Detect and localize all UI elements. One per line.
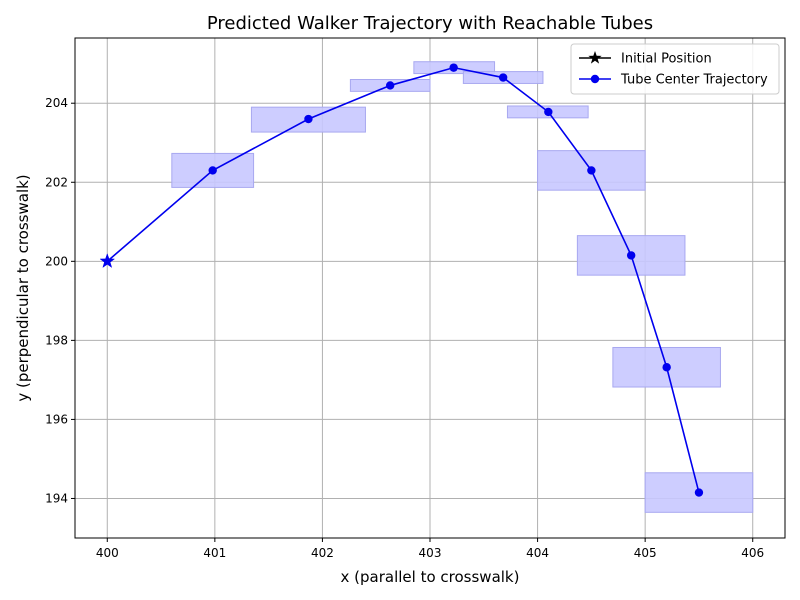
legend-label: Initial Position [621,52,712,67]
trajectory-point [498,73,508,82]
initial-position-marker [99,253,116,269]
y-tick-label: 202 [45,175,68,189]
x-tick-label: 405 [634,546,657,560]
x-tick-label: 404 [526,546,549,560]
y-tick-label: 194 [45,491,68,505]
chart-title: Predicted Walker Trajectory with Reachab… [207,13,653,34]
marker-layer [99,63,704,497]
trajectory-point [304,114,313,124]
y-tick-label: 198 [45,333,68,347]
x-tick-label: 406 [741,546,764,560]
x-axis-label: x (parallel to crosswalk) [341,568,520,586]
legend-box [570,43,780,95]
trajectory-point [544,107,553,117]
legend-label: Tube Center Trajectory [620,73,768,88]
trajectory-point [662,363,671,372]
legend-star-icon [588,51,602,64]
y-tick-label: 200 [45,254,68,268]
y-tick-label: 196 [45,412,68,426]
x-tick-label: 400 [96,546,119,560]
trajectory-point [626,251,636,260]
legend-circle-icon [590,74,600,84]
legend: Initial Position Tube Center Trajectory [570,43,780,95]
trajectory-point [208,166,217,175]
trajectory-point [694,488,704,497]
trajectory-point [587,166,596,175]
y-axis-label: y (perpendicular to crosswalk) [14,174,32,401]
trajectory-point [385,81,395,90]
x-tick-label: 401 [203,546,226,560]
trajectory-point [449,63,458,72]
y-tick-label: 204 [45,96,68,110]
tick-layer: 400 401 402 403 404 405 406 194 196 198 200 202 204 [45,96,764,560]
x-tick-label: 403 [419,546,442,560]
x-tick-label: 402 [311,546,334,560]
